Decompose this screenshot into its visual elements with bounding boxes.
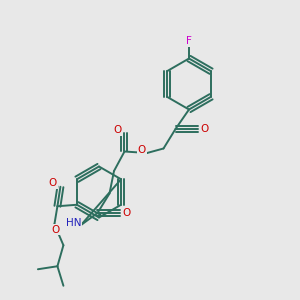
Text: O: O: [200, 124, 209, 134]
Text: O: O: [49, 178, 57, 188]
Text: F: F: [186, 36, 192, 46]
Text: HN: HN: [66, 218, 81, 229]
Text: O: O: [114, 125, 122, 135]
Text: O: O: [137, 145, 146, 155]
Text: O: O: [122, 208, 131, 218]
Text: O: O: [51, 225, 59, 235]
